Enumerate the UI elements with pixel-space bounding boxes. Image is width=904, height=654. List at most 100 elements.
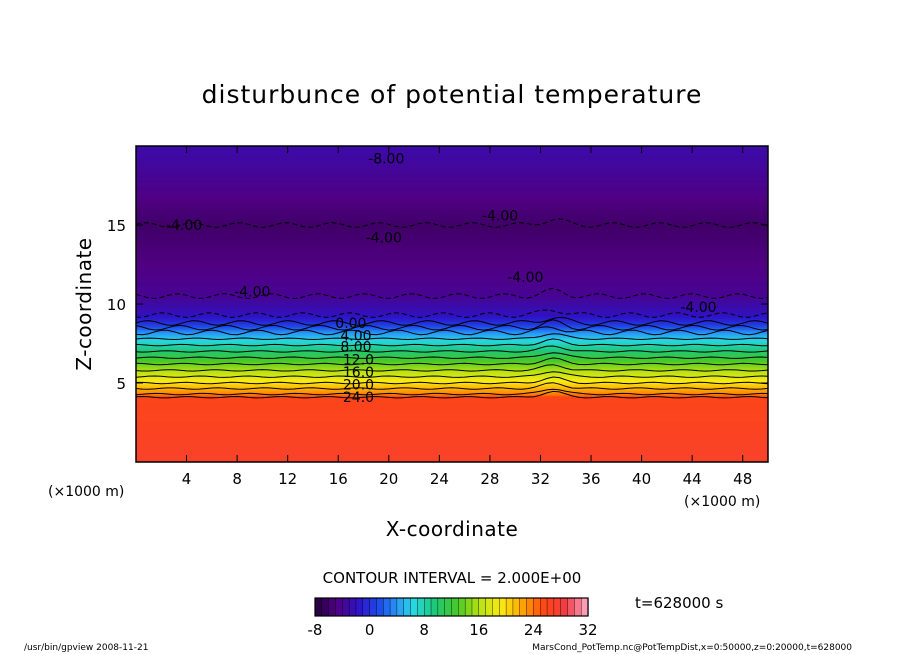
field-band (136, 450, 768, 454)
field-band (136, 458, 768, 462)
field-band (136, 239, 768, 242)
colorbar-cell (424, 597, 432, 617)
colorbar-cell (437, 597, 446, 617)
field-band (136, 187, 768, 190)
colorbar-cell (403, 597, 412, 617)
colorbar-cell (464, 597, 473, 617)
field-band (136, 210, 768, 213)
field-band (136, 255, 768, 258)
field-band (136, 384, 768, 387)
field-band (136, 378, 768, 381)
field-band (136, 147, 768, 150)
field-band (136, 340, 768, 343)
footer-right: MarsCond_PotTemp.nc@PotTempDist,x=0:5000… (532, 643, 852, 653)
field-band (136, 207, 768, 210)
contour-line (136, 388, 768, 396)
x-tick-label: 20 (379, 470, 398, 488)
contour-label: -4.00 (166, 218, 202, 234)
contour-line (136, 333, 768, 341)
colorbar-cell (519, 597, 528, 617)
x-tick-label: 32 (531, 470, 550, 488)
field-band (136, 409, 768, 413)
field-band (136, 198, 768, 201)
colorbar-cell (314, 597, 323, 617)
field-band (136, 454, 768, 457)
field-band (136, 204, 768, 207)
field-band (136, 185, 768, 188)
contour-line (136, 218, 768, 228)
field-band (136, 351, 768, 354)
field-band (136, 335, 768, 338)
field-band (136, 237, 768, 240)
field-band (136, 231, 768, 234)
field-band (136, 253, 768, 256)
field-band (136, 387, 768, 390)
field-band (136, 326, 768, 329)
field-band (136, 234, 768, 237)
y-axis: 5 10 15 (107, 217, 768, 393)
colorbar-cell (553, 597, 562, 617)
contour-interval-label: CONTOUR INTERVAL = 2.000E+00 (323, 569, 582, 587)
colorbar-cell (451, 597, 459, 617)
field-band (136, 316, 768, 319)
field-band (136, 193, 768, 196)
plot-area: -8.00-4.00-4.00-4.00-4.00-4.00-4.000.004… (107, 145, 769, 488)
field-band (136, 425, 768, 428)
field-band (136, 283, 768, 286)
field-band (136, 149, 768, 152)
field-band (136, 213, 768, 217)
footer-left: /usr/bin/gpview 2008-11-21 (24, 643, 148, 653)
field-band (136, 223, 768, 226)
colorbar-cell (580, 597, 589, 617)
field-band (136, 408, 768, 411)
colorbar-cell (430, 597, 439, 617)
field-band (136, 431, 768, 435)
field-band (136, 308, 768, 311)
x-tick-label: 44 (683, 470, 702, 488)
colorbar-cell (383, 597, 391, 617)
colorbar-cell (526, 597, 535, 617)
field-band (136, 278, 768, 281)
field-band (136, 352, 768, 356)
field-band (136, 400, 768, 403)
x-tick-label: 40 (632, 470, 651, 488)
field-band (136, 307, 768, 310)
field-band (136, 206, 768, 209)
colorbar-cell (369, 597, 378, 617)
field-band (136, 441, 768, 444)
field-band (136, 398, 768, 401)
field-band (136, 319, 768, 322)
field-band (136, 191, 768, 194)
contour-line (136, 316, 768, 326)
colorbar-cell (485, 597, 494, 617)
field-band (136, 416, 768, 419)
field-band (136, 439, 768, 443)
contour-label: -4.00 (234, 284, 270, 300)
field-band (136, 161, 768, 164)
field-band (136, 264, 768, 267)
field-band (136, 411, 768, 414)
x-tick-label: 8 (232, 470, 242, 488)
field-band (136, 152, 768, 155)
field-band (136, 285, 768, 288)
colorbar-cell (376, 597, 384, 617)
field-band (136, 194, 768, 198)
field-band (136, 275, 768, 278)
field-band (136, 452, 768, 455)
colorbar-cell (444, 597, 453, 617)
colorbar-cell (499, 597, 507, 617)
field-band (136, 364, 768, 367)
contour-line (136, 390, 768, 399)
field-band (136, 273, 768, 277)
field-band (136, 304, 768, 307)
colorbar-cell (574, 597, 582, 617)
field-band (136, 277, 768, 280)
field-band (136, 228, 768, 231)
field-band (136, 436, 768, 439)
colorbar-tick-label: 16 (469, 621, 488, 639)
colorbar-cell (355, 597, 364, 617)
contour-label: 20.0 (343, 378, 374, 394)
field-band (136, 346, 768, 349)
x-unit-right: (×1000 m) (684, 494, 760, 510)
field-band (136, 322, 768, 326)
